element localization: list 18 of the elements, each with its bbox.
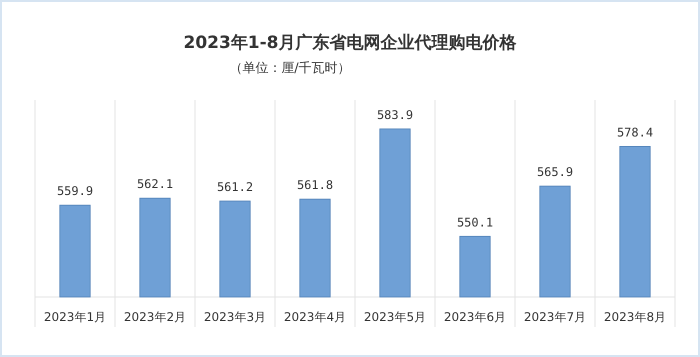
x-tick-label: 2023年6月 <box>444 310 506 324</box>
data-label: 578.4 <box>616 125 654 140</box>
x-tick-label: 2023年2月 <box>124 310 186 324</box>
x-tick-label: 2023年8月 <box>604 310 666 324</box>
x-tick-label: 2023年7月 <box>524 310 586 324</box>
chart-title: 2023年1-8月广东省电网企业代理购电价格 <box>183 33 518 53</box>
data-label: 565.9 <box>536 165 574 180</box>
x-tick-label: 2023年5月 <box>364 310 426 324</box>
x-tick-label: 2023年4月 <box>284 310 346 324</box>
x-tick-label: 2023年1月 <box>44 310 106 324</box>
chart-subtitle: （单位：厘/千瓦时） <box>229 61 351 76</box>
data-label: 550.1 <box>456 215 494 230</box>
data-label: 561.8 <box>296 178 334 192</box>
x-tick-label: 2023年3月 <box>204 310 266 324</box>
data-label: 559.9 <box>56 184 94 198</box>
data-label: 562.1 <box>136 177 174 192</box>
data-label: 583.9 <box>376 108 414 122</box>
data-label: 561.2 <box>216 180 254 194</box>
